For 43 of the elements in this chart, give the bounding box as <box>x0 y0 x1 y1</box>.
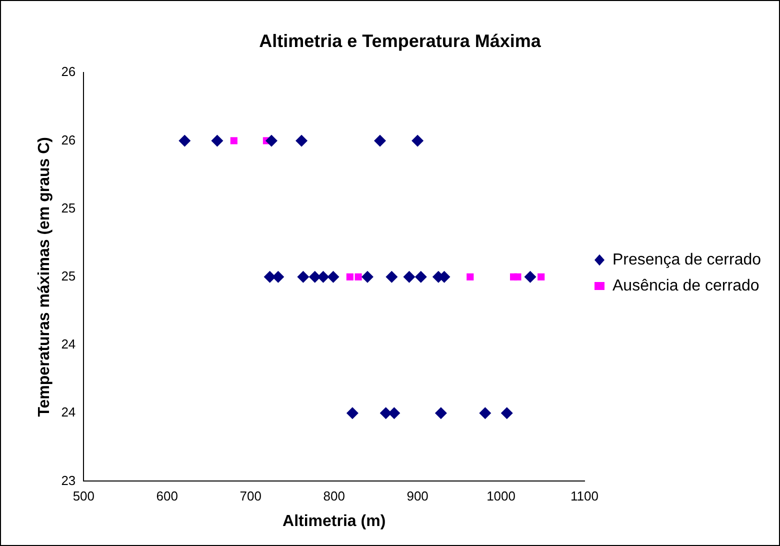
legend-label: Ausência de cerrado <box>612 277 760 294</box>
point <box>346 407 358 420</box>
point <box>374 134 386 147</box>
point <box>230 137 238 144</box>
y-tick-label: 23 <box>61 472 76 488</box>
point <box>414 270 427 283</box>
point <box>354 273 362 280</box>
point <box>386 270 398 283</box>
x-tick-label: 600 <box>156 488 178 504</box>
y-tick-label: 26 <box>61 132 76 148</box>
legend-label: Presença de cerrado <box>612 251 762 268</box>
x-tick-label: 500 <box>72 488 95 504</box>
x-tick-label: 900 <box>406 488 428 504</box>
point <box>403 270 416 283</box>
x-tick-label: 1000 <box>486 488 516 504</box>
point <box>308 270 321 283</box>
point <box>178 134 191 147</box>
point <box>211 134 224 147</box>
x-tick-label: 1100 <box>570 488 598 504</box>
y-tick-label: 24 <box>61 404 76 420</box>
point <box>297 270 310 283</box>
point <box>538 273 545 280</box>
x-tick-label: 800 <box>323 488 345 504</box>
point <box>500 407 513 420</box>
y-tick-label: 25 <box>61 268 76 284</box>
point <box>466 273 474 280</box>
point <box>412 134 424 147</box>
y-tick-label: 24 <box>61 336 76 352</box>
point <box>524 270 536 283</box>
point <box>434 407 447 420</box>
point <box>327 270 340 283</box>
point <box>514 273 522 280</box>
y-tick-label: 26 <box>61 64 76 80</box>
y-axis-title: Temperaturas máximas (em graus C) <box>36 136 54 417</box>
point <box>479 407 492 420</box>
point <box>265 134 278 147</box>
y-tick-label: 25 <box>61 200 76 216</box>
point <box>361 270 374 283</box>
point <box>346 273 354 280</box>
point <box>296 134 308 147</box>
x-axis-title: Altimetria (m) <box>282 512 386 530</box>
x-tick-label: 700 <box>240 488 262 504</box>
chart-title: Altimetria e Temperatura Máxima <box>259 30 542 51</box>
